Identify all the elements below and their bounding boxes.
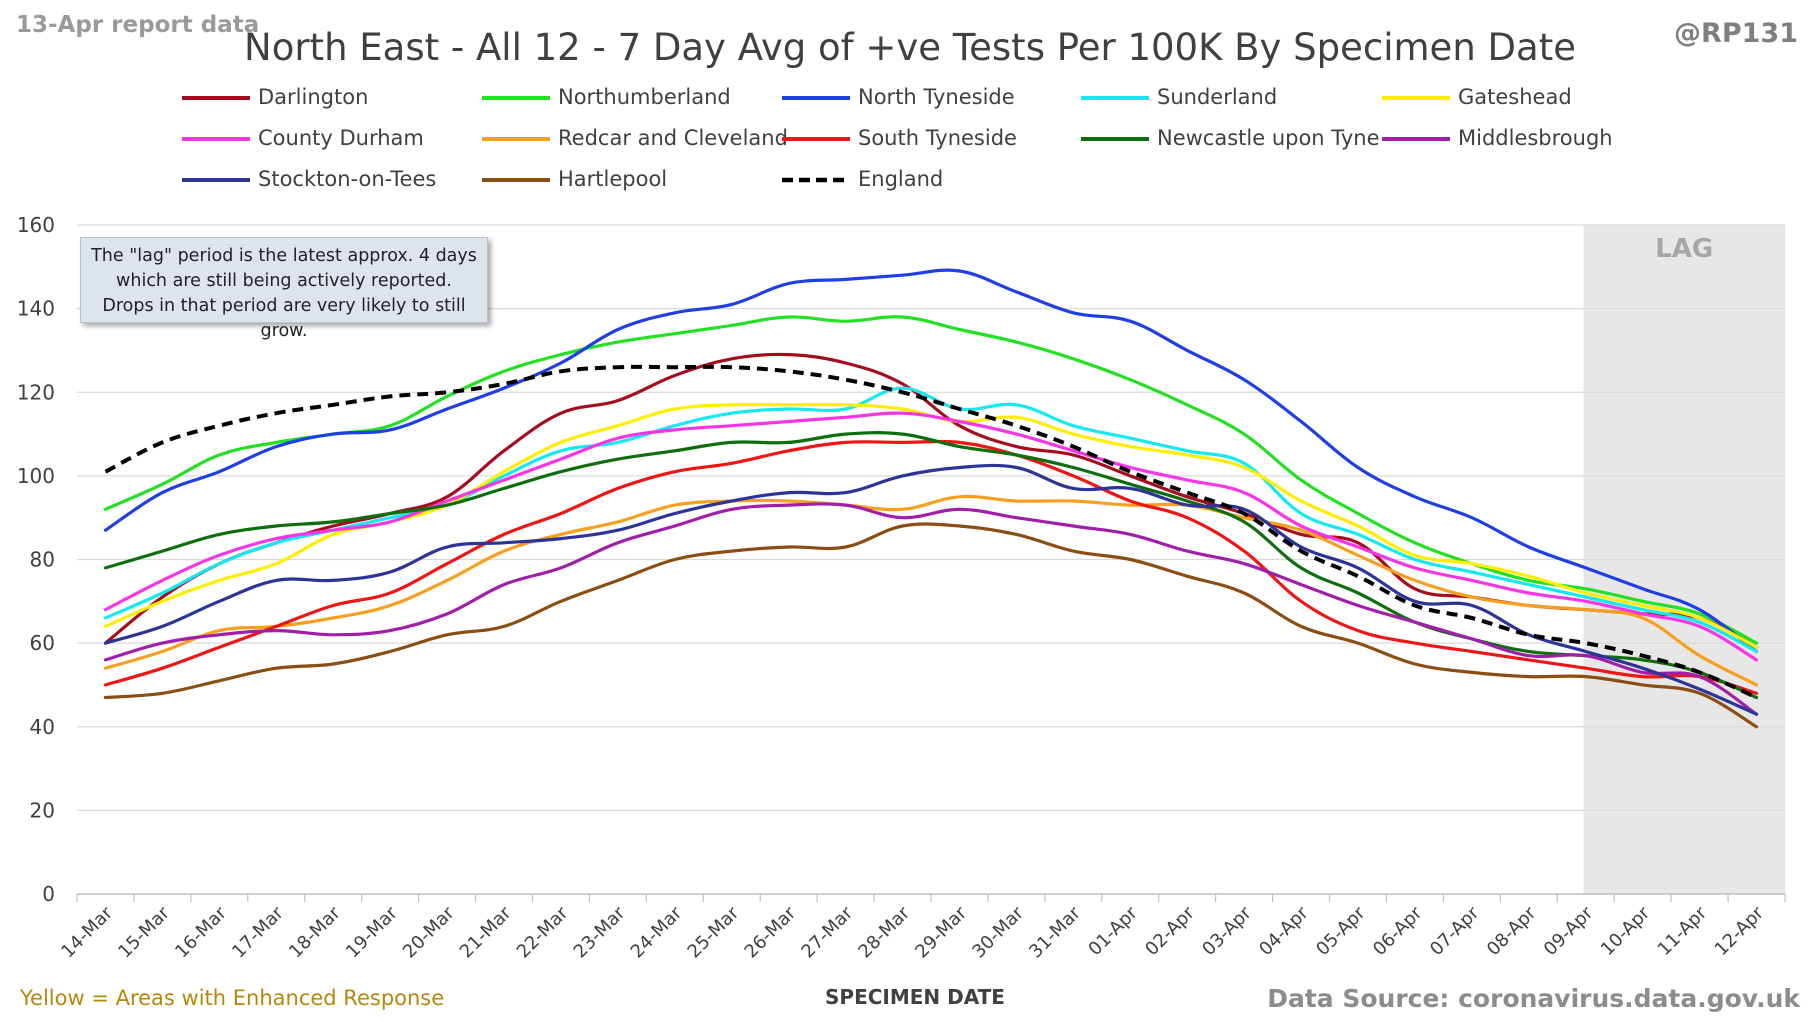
chart-title: North East - All 12 - 7 Day Avg of +ve T… xyxy=(244,26,1576,69)
x-tick-label: 19-Mar xyxy=(342,902,402,962)
legend-swatch xyxy=(1382,137,1450,141)
legend-label: North Tyneside xyxy=(858,85,1015,109)
x-tick-label: 11-Apr xyxy=(1654,902,1712,960)
series-lines xyxy=(103,268,1759,729)
legend-swatch xyxy=(782,177,850,183)
x-tick-label: 21-Mar xyxy=(456,902,516,962)
series-line-northumberland xyxy=(103,315,1759,645)
y-tick-label: 40 xyxy=(30,715,55,739)
x-tick-label: 02-Apr xyxy=(1141,902,1199,960)
x-tick-label: 08-Apr xyxy=(1483,902,1541,960)
x-tick-label: 23-Mar xyxy=(570,902,630,962)
legend-swatch xyxy=(182,96,250,100)
series-line-south-tyneside xyxy=(103,439,1759,695)
x-tick-label: 07-Apr xyxy=(1426,902,1484,960)
legend-swatch xyxy=(182,137,250,141)
y-tick-label: 20 xyxy=(30,798,55,822)
series-line-stockton-on-tees xyxy=(103,463,1759,716)
legend-swatch xyxy=(482,96,550,100)
y-tick-label: 140 xyxy=(17,297,55,321)
legend-label: South Tyneside xyxy=(858,126,1017,150)
series-line-north-tyneside xyxy=(103,268,1759,654)
legend-label: Hartlepool xyxy=(558,167,668,191)
lag-label: LAG xyxy=(1655,234,1713,264)
legend-label: Darlington xyxy=(258,85,369,109)
legend-swatch xyxy=(782,137,850,141)
legend-swatch xyxy=(1382,96,1450,100)
x-tick-label: 25-Mar xyxy=(684,902,744,962)
x-axis-label: SPECIMEN DATE xyxy=(825,985,1005,1009)
lag-note-callout: The "lag" period is the latest approx. 4… xyxy=(80,237,488,341)
series-line-redcar-and-cleveland xyxy=(103,494,1759,687)
x-tick-label: 01-Apr xyxy=(1084,902,1142,960)
x-tick-label: 31-Mar xyxy=(1025,902,1085,962)
x-tick-label: 20-Mar xyxy=(399,902,459,962)
legend-label: Northumberland xyxy=(558,85,731,109)
series-line-england xyxy=(104,364,1758,700)
legend-label: England xyxy=(858,167,944,191)
legend-label: Stockton-on-Tees xyxy=(258,167,437,191)
y-tick-label: 100 xyxy=(17,464,55,488)
legend-label: County Durham xyxy=(258,126,424,150)
x-tick-label: 27-Mar xyxy=(797,902,857,962)
report-date-label: 13-Apr report data xyxy=(16,12,260,38)
x-tick-label: 15-Mar xyxy=(114,902,174,962)
legend-swatch xyxy=(182,178,250,182)
x-tick-label: 29-Mar xyxy=(911,902,971,962)
legend-label: Redcar and Cleveland xyxy=(558,126,788,150)
x-tick-label: 17-Mar xyxy=(228,902,288,962)
x-tick-label: 04-Apr xyxy=(1255,902,1313,960)
series-line-county-durham xyxy=(103,411,1759,662)
author-handle: @RP131 xyxy=(1674,18,1798,49)
y-tick-label: 60 xyxy=(30,631,55,655)
legend-label: Middlesbrough xyxy=(1458,126,1613,150)
y-tick-label: 80 xyxy=(30,548,55,572)
legend-swatch xyxy=(1081,96,1149,100)
series-line-sunderland xyxy=(103,386,1759,654)
x-tick-label: 24-Mar xyxy=(627,902,687,962)
y-tick-label: 120 xyxy=(17,380,55,404)
gridlines xyxy=(77,224,1785,811)
y-tick-label: 0 xyxy=(42,882,55,906)
legend-label: Newcastle upon Tyne xyxy=(1157,126,1380,150)
legend-label: Sunderland xyxy=(1157,85,1278,109)
x-tick-label: 26-Mar xyxy=(741,902,801,962)
legend-swatch xyxy=(782,96,850,100)
x-tick-label: 06-Apr xyxy=(1369,902,1427,960)
x-tick-label: 18-Mar xyxy=(285,902,345,962)
x-tick-label: 10-Apr xyxy=(1597,902,1655,960)
x-tick-label: 22-Mar xyxy=(513,902,573,962)
y-tick-label: 160 xyxy=(17,213,55,237)
x-tick-label: 28-Mar xyxy=(854,902,914,962)
legend-swatch xyxy=(482,137,550,141)
x-tick-label: 09-Apr xyxy=(1540,902,1598,960)
x-tick-label: 05-Apr xyxy=(1312,902,1370,960)
legend-label: Gateshead xyxy=(1458,85,1572,109)
enhanced-response-note: Yellow = Areas with Enhanced Response xyxy=(20,986,445,1010)
x-tick-label: 16-Mar xyxy=(171,902,231,962)
x-tick-label: 14-Mar xyxy=(57,902,117,962)
x-tick-label: 03-Apr xyxy=(1198,902,1256,960)
legend-swatch xyxy=(1081,137,1149,141)
x-tick-label: 30-Mar xyxy=(968,902,1028,962)
series-line-middlesbrough xyxy=(103,502,1759,716)
data-source: Data Source: coronavirus.data.gov.uk xyxy=(1267,984,1800,1013)
x-tick-label: 12-Apr xyxy=(1711,902,1769,960)
series-line-hartlepool xyxy=(103,522,1759,729)
legend-swatch xyxy=(482,178,550,182)
